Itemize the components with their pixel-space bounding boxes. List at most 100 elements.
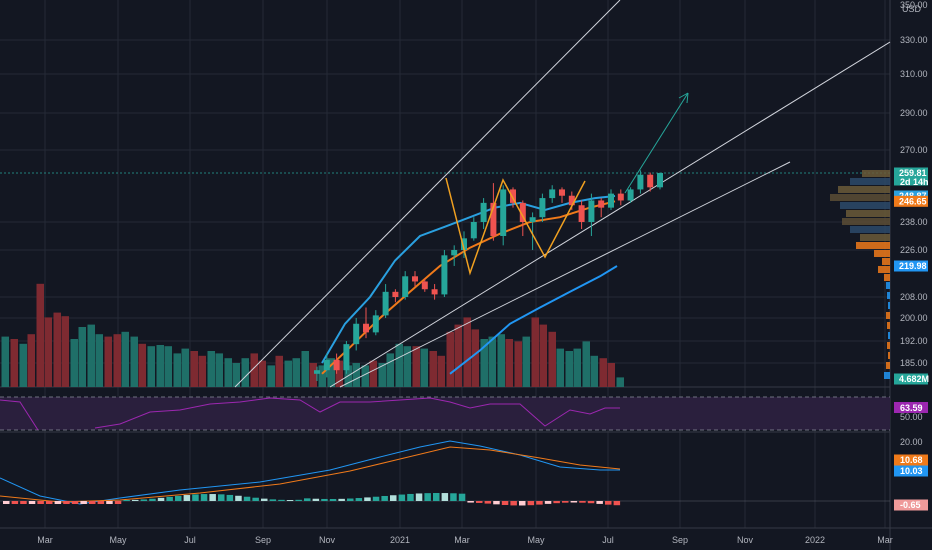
macd-histogram-bar <box>278 499 285 501</box>
macd-histogram-bar <box>252 497 259 501</box>
w-pattern-drawing <box>445 177 586 276</box>
price-tag <box>894 373 928 385</box>
volume-bar <box>616 377 624 387</box>
volume-bar <box>488 336 496 387</box>
volume-bar <box>53 312 61 387</box>
macd-histogram-bar <box>37 501 44 504</box>
macd-histogram-bar <box>484 501 492 504</box>
volume-profile-row <box>846 210 890 217</box>
candle-body <box>627 189 634 201</box>
time-tick-label: Sep <box>672 535 688 545</box>
rsi-line <box>0 397 620 431</box>
macd-histogram-bar <box>157 497 165 501</box>
volume-profile-row <box>850 226 890 233</box>
trendlines <box>234 0 891 388</box>
candle-body <box>510 189 516 203</box>
macd-histogram-bar <box>235 495 242 501</box>
price-axis[interactable]: 350.00 330.00 310.00 290.00 270.00 238.00 226.… <box>894 0 929 511</box>
volume-bar <box>573 348 581 387</box>
price-tick-label: 192.00 <box>900 336 928 346</box>
volume-profile-row <box>862 170 890 177</box>
macd-histogram-bar <box>536 501 543 505</box>
volume-bar <box>446 331 454 387</box>
volume-profile-row <box>884 372 890 379</box>
macd-histogram-bar <box>209 494 216 501</box>
volume-bar <box>395 343 403 387</box>
volume-bar <box>556 348 564 387</box>
volume-bar <box>420 348 428 387</box>
candle-body <box>559 189 565 196</box>
price-tag <box>894 167 928 186</box>
time-axis[interactable]: Mar May Jul Sep Nov 2021 Mar May Jul Sep Nov 2022 Ma… <box>37 535 893 545</box>
macd-histogram-bar <box>63 501 70 504</box>
volume-bar <box>130 336 138 387</box>
volume-bar <box>275 355 283 387</box>
candle-body <box>343 344 350 371</box>
price-tag-label: 219.98 <box>899 261 927 271</box>
candlesticks <box>314 170 663 381</box>
price-tick-label: 208.00 <box>900 292 928 302</box>
volume-profile-row <box>888 332 890 339</box>
volume-profile-row <box>887 322 890 329</box>
volume-bar <box>429 351 437 387</box>
macd-histogram-bar <box>11 501 19 504</box>
macd-histogram-bar <box>527 501 535 506</box>
time-tick-label: May <box>109 535 127 545</box>
macd-histogram-bar <box>218 494 225 501</box>
price-tick-label: 200.00 <box>900 313 928 323</box>
volume-bar <box>361 365 369 387</box>
macd-histogram-bar <box>364 497 371 501</box>
candle-body <box>500 189 507 236</box>
time-tick-label: May <box>527 535 545 545</box>
price-tag-label: 259.81 <box>899 168 927 178</box>
price-tick-label: 270.00 <box>900 145 928 155</box>
macd-histogram-bar <box>476 501 483 503</box>
macd-histogram-bar <box>501 501 509 505</box>
volume-bar <box>463 317 471 387</box>
rsi-tag <box>894 402 928 413</box>
candle-body <box>568 195 575 206</box>
volume-bar <box>565 351 573 387</box>
macd-histogram-bar <box>295 499 302 501</box>
volume-profile <box>830 170 890 379</box>
time-tick-label: Jul <box>184 535 196 545</box>
macd-histogram-bar <box>192 494 199 501</box>
macd-histogram-bar <box>450 493 457 501</box>
candle-body <box>412 276 418 282</box>
candle-body <box>353 323 360 345</box>
macd-histogram-bar <box>106 501 113 504</box>
volume-bar <box>437 355 445 387</box>
volume-bar <box>198 355 206 387</box>
volume-bar <box>190 351 198 387</box>
price-tag <box>894 195 928 207</box>
volume-bar <box>250 353 258 387</box>
macd-histogram-bar <box>3 501 10 504</box>
price-tick-label: 330.00 <box>900 35 928 45</box>
price-tick-label: 290.00 <box>900 108 928 118</box>
time-tick-label: Sep <box>255 535 271 545</box>
macd-histogram-bar <box>424 493 431 501</box>
volume-bar <box>531 317 539 387</box>
volume-profile-row <box>838 186 890 193</box>
sma-line <box>321 200 616 375</box>
volume-bar <box>241 358 249 387</box>
volume-bar <box>10 339 18 387</box>
volume-bar <box>292 358 300 387</box>
macd-pane <box>0 440 890 506</box>
candle-body <box>382 291 389 316</box>
volume-bar <box>582 341 590 387</box>
macd-histogram-bar <box>381 495 388 501</box>
macd-histogram-bar <box>510 501 517 506</box>
macd-histogram-bar <box>312 498 320 501</box>
candle-body <box>323 359 330 371</box>
macd-histogram-bar <box>467 501 474 503</box>
macd-histogram-bar <box>183 495 191 501</box>
macd-histogram-bar <box>329 498 337 501</box>
candle-body <box>431 289 438 295</box>
candle-body <box>333 359 340 371</box>
macd-histogram-bar <box>372 496 380 501</box>
volume-bar <box>335 360 343 387</box>
volume-profile-row <box>886 362 890 369</box>
rsi-band <box>0 397 890 430</box>
